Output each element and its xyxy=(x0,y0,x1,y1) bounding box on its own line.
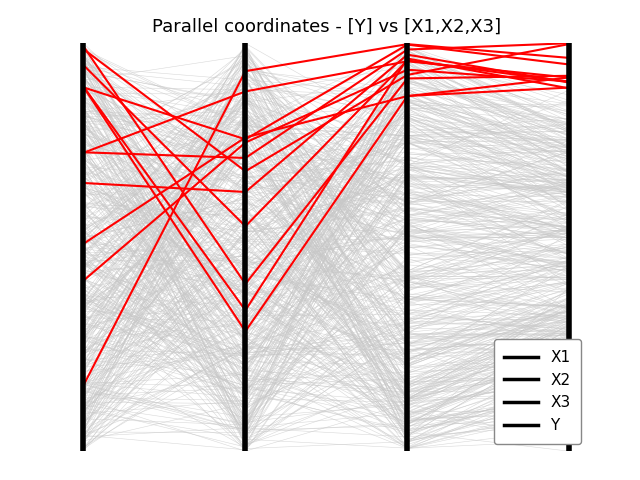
Legend: X1, X2, X3, Y: X1, X2, X3, Y xyxy=(493,339,581,444)
Title: Parallel coordinates - [Y] vs [X1,X2,X3]: Parallel coordinates - [Y] vs [X1,X2,X3] xyxy=(152,18,501,36)
